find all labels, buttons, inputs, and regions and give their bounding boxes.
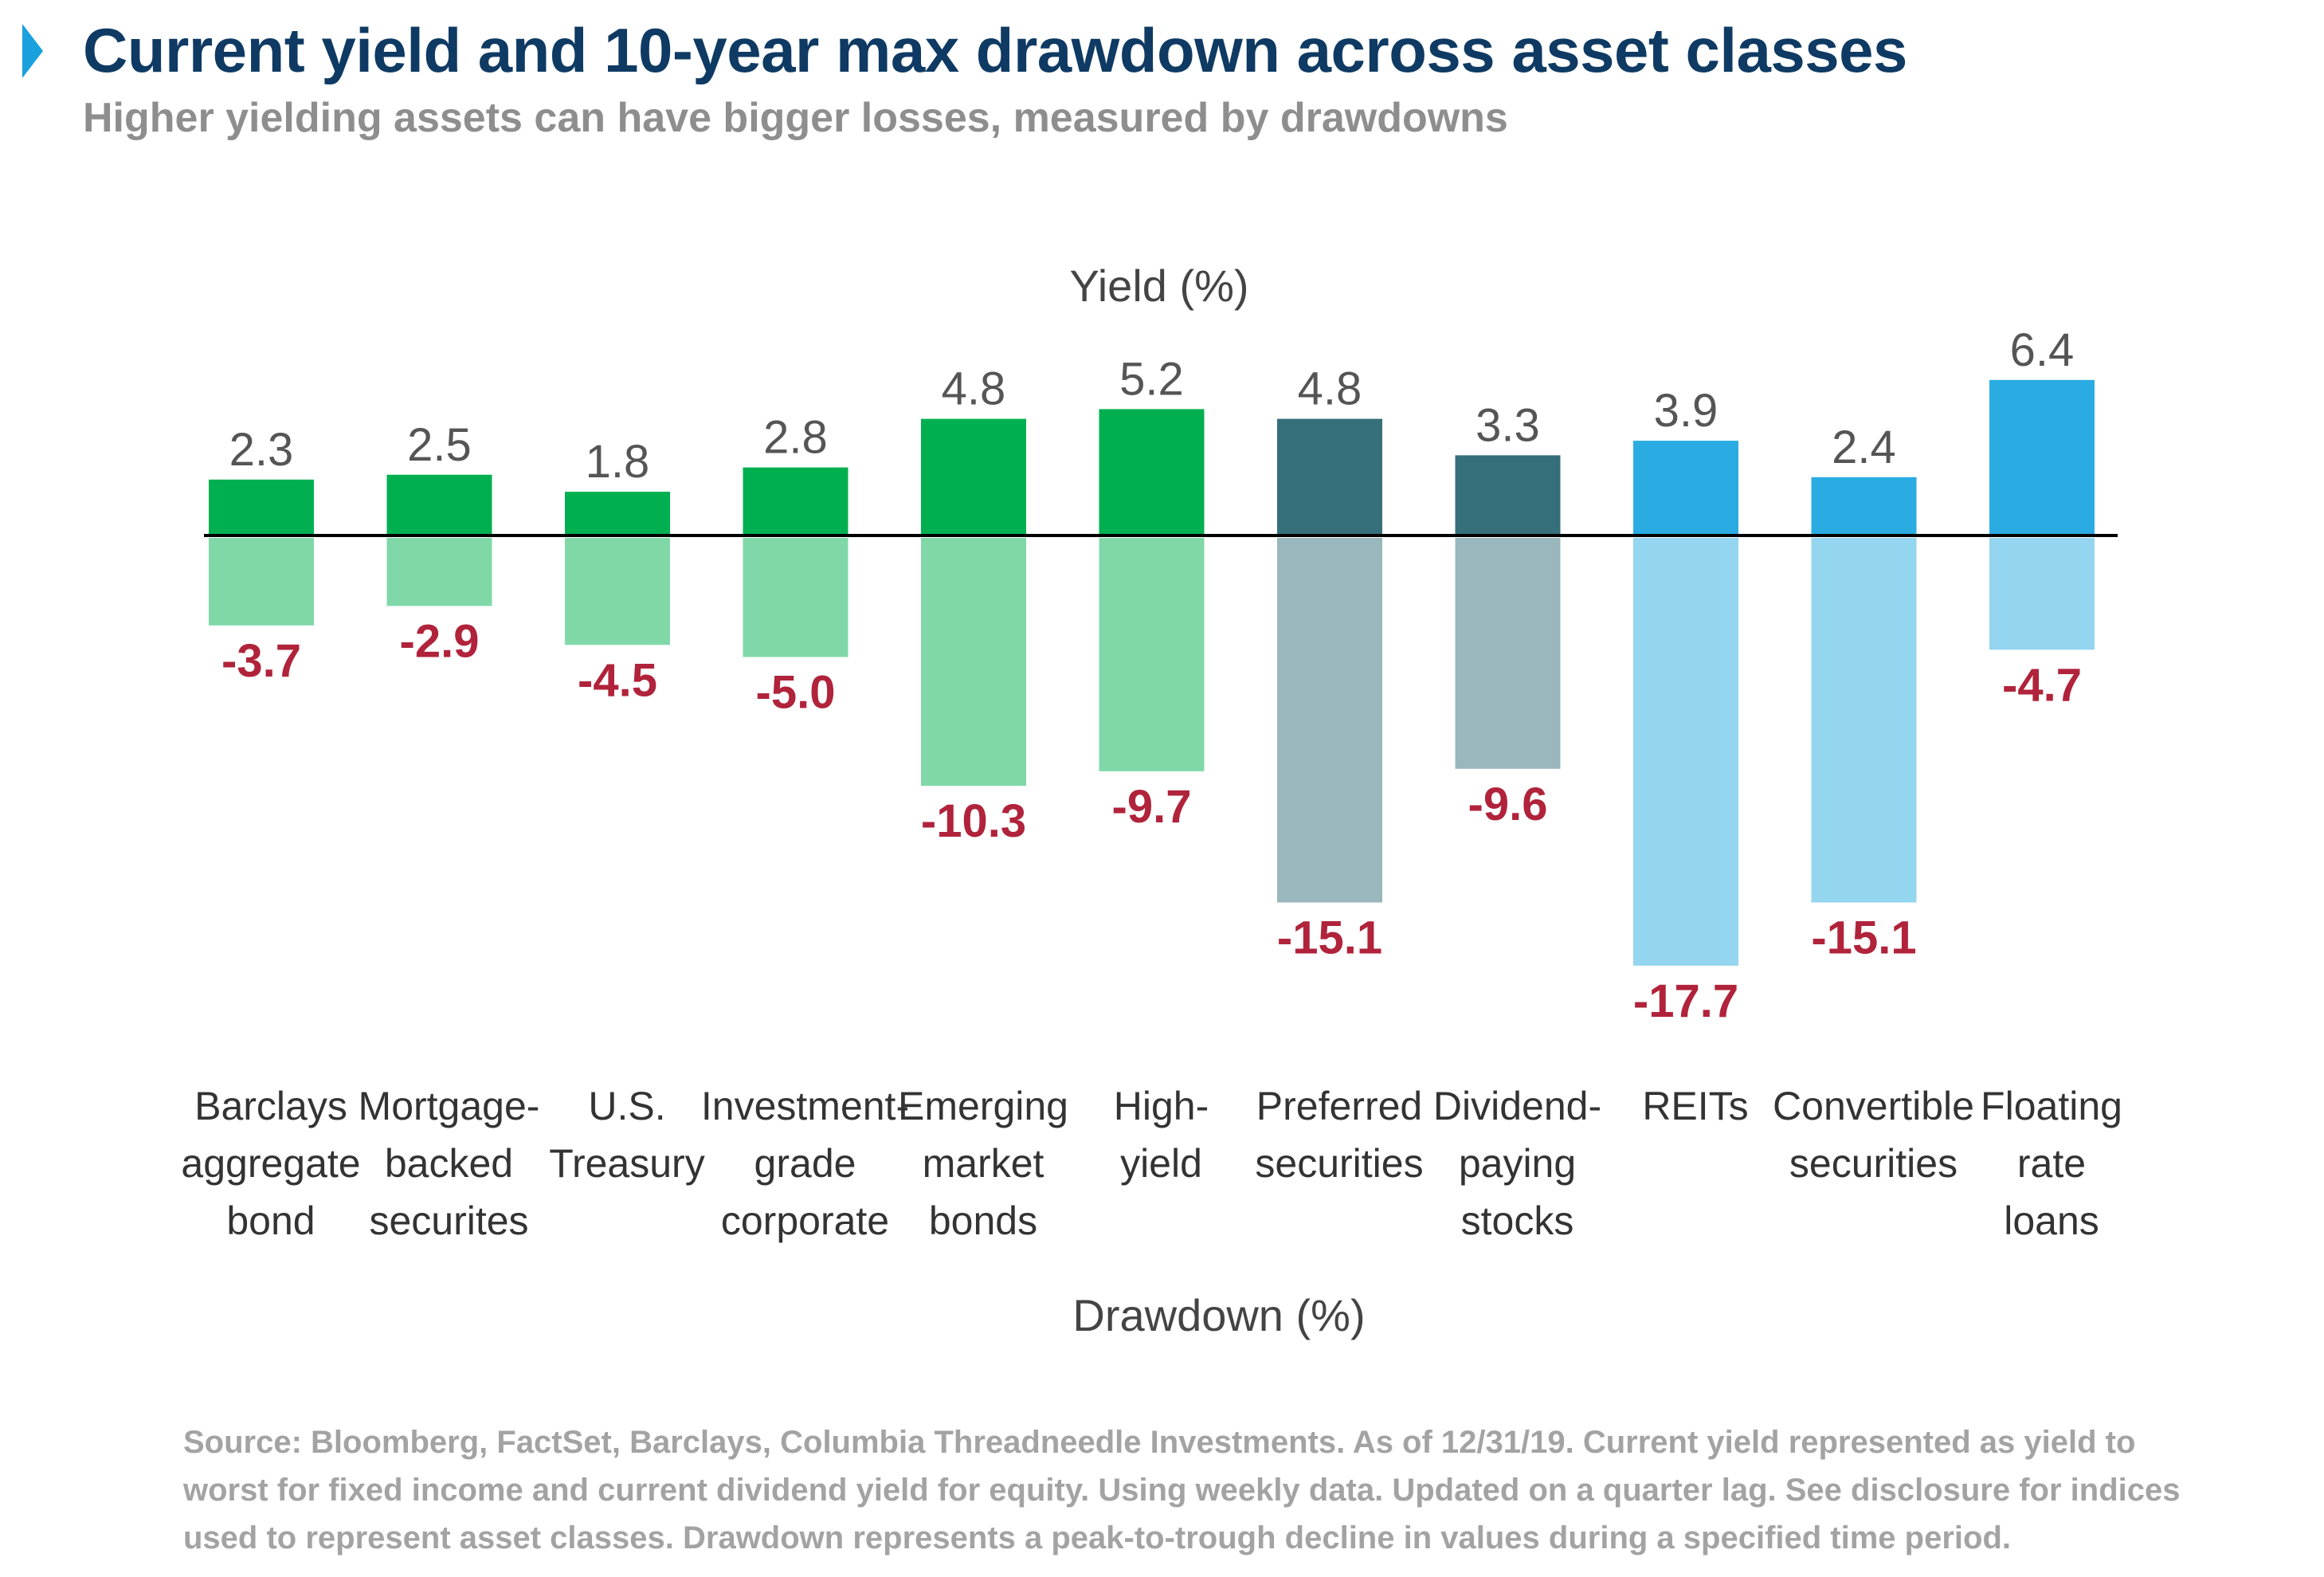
category-label: bonds bbox=[929, 1198, 1037, 1243]
drawdown-value-label: -17.7 bbox=[1633, 975, 1738, 1027]
triangle-right-icon bbox=[22, 24, 43, 78]
drawdown-bar bbox=[1099, 538, 1205, 771]
yield-bar bbox=[921, 418, 1026, 535]
category-label: U.S. bbox=[588, 1084, 665, 1128]
drawdown-value-label: -3.7 bbox=[221, 635, 301, 687]
drawdown-bar bbox=[1989, 538, 2095, 650]
category-label: Mortgage- bbox=[359, 1084, 540, 1128]
yield-bar bbox=[1455, 455, 1561, 535]
category-label: stocks bbox=[1461, 1198, 1574, 1243]
category-label: Preferred bbox=[1256, 1084, 1422, 1128]
yield-bar bbox=[209, 479, 314, 535]
category-label: Treasury bbox=[549, 1141, 704, 1186]
drawdown-value-label: -9.6 bbox=[1468, 779, 1548, 830]
category-label: grade bbox=[754, 1141, 856, 1186]
category-label: Investment- bbox=[701, 1084, 909, 1128]
yield-bar bbox=[1277, 418, 1382, 535]
yield-bar bbox=[1811, 477, 1917, 535]
drawdown-bar bbox=[1277, 538, 1382, 903]
drawdown-value-label: -4.5 bbox=[578, 654, 657, 706]
category-label: rate bbox=[2017, 1141, 2086, 1186]
category-label: market bbox=[923, 1141, 1044, 1186]
category-label: corporate bbox=[721, 1198, 889, 1243]
yield-value-label: 2.4 bbox=[1832, 422, 1896, 473]
yield-value-label: 4.8 bbox=[942, 363, 1006, 415]
drawdown-bar bbox=[565, 538, 670, 645]
yield-value-label: 5.2 bbox=[1119, 353, 1184, 405]
yield-bar bbox=[386, 474, 492, 535]
category-label: loans bbox=[2004, 1198, 2099, 1243]
yield-bar bbox=[1099, 409, 1205, 535]
drawdown-value-label: -15.1 bbox=[1811, 912, 1916, 964]
drawdown-axis-label: Drawdown (%) bbox=[1072, 1290, 1365, 1340]
yield-value-label: 2.8 bbox=[763, 412, 828, 464]
category-label: paying bbox=[1459, 1141, 1576, 1186]
drawdown-value-label: -5.0 bbox=[756, 667, 836, 719]
category-label: Convertible bbox=[1773, 1084, 1974, 1128]
drawdown-bar bbox=[921, 538, 1026, 787]
yield-drawdown-bar-chart: Yield (%) Drawdown (%) 2.3 -3.7 Barclays aggr… bbox=[181, 261, 2122, 1340]
category-label: yield bbox=[1120, 1141, 1202, 1186]
category-label: Floating bbox=[1981, 1084, 2122, 1128]
category-label: Barclays bbox=[194, 1084, 347, 1128]
drawdown-bar bbox=[1811, 538, 1917, 903]
category-label: bond bbox=[226, 1198, 315, 1243]
category-label: securities bbox=[1255, 1141, 1423, 1186]
category-label: backed bbox=[385, 1141, 513, 1186]
source-note: Source: Bloomberg, FactSet, Barclays, Co… bbox=[183, 1425, 2181, 1555]
category-label: aggregate bbox=[181, 1141, 360, 1186]
drawdown-value-label: -4.7 bbox=[2002, 659, 2082, 711]
yield-bar bbox=[743, 467, 848, 535]
drawdown-value-label: -10.3 bbox=[921, 795, 1026, 847]
yield-value-label: 2.5 bbox=[407, 419, 472, 471]
category-label: Emerging bbox=[898, 1084, 1068, 1128]
drawdown-bar bbox=[209, 538, 314, 626]
yield-bar bbox=[1989, 379, 2095, 535]
yield-value-label: 2.3 bbox=[229, 424, 294, 476]
yield-bar bbox=[565, 492, 670, 535]
category-label: High- bbox=[1114, 1084, 1209, 1128]
drawdown-bar bbox=[386, 538, 492, 606]
yield-value-label: 4.8 bbox=[1298, 363, 1362, 415]
yield-value-label: 3.3 bbox=[1476, 399, 1540, 451]
yield-value-label: 3.9 bbox=[1654, 385, 1719, 437]
page-subtitle: Higher yielding assets can have bigger l… bbox=[83, 95, 1508, 141]
drawdown-value-label: -2.9 bbox=[400, 615, 480, 667]
yield-bar bbox=[1633, 441, 1738, 535]
category-label: securities bbox=[1789, 1141, 1958, 1186]
yield-axis-label: Yield (%) bbox=[1069, 261, 1248, 311]
drawdown-value-label: -9.7 bbox=[1112, 781, 1192, 833]
category-label: REITs bbox=[1642, 1084, 1748, 1128]
drawdown-value-label: -15.1 bbox=[1277, 912, 1382, 964]
category-label: securites bbox=[369, 1198, 528, 1243]
yield-value-label: 1.8 bbox=[586, 436, 650, 488]
category-label: Dividend- bbox=[1433, 1084, 1601, 1128]
drawdown-bar bbox=[743, 538, 848, 657]
yield-value-label: 6.4 bbox=[2010, 324, 2075, 376]
drawdown-bar bbox=[1633, 538, 1738, 966]
page-title: Current yield and 10-year max drawdown a… bbox=[83, 15, 1907, 85]
drawdown-bar bbox=[1455, 538, 1561, 769]
